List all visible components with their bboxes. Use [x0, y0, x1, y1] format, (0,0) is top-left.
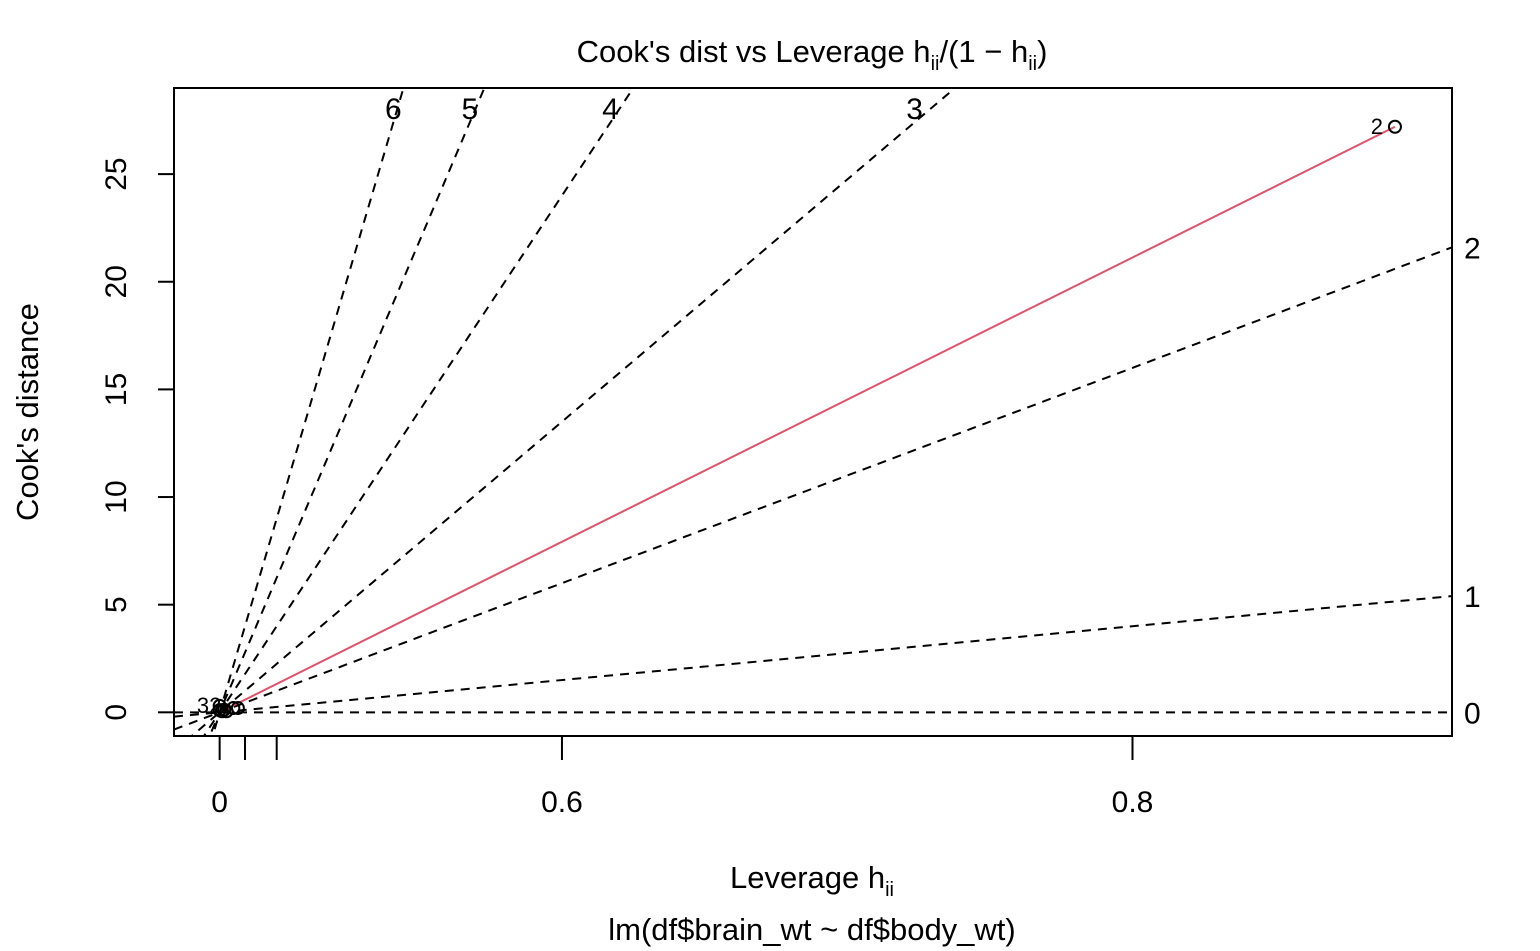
- y-tick-label-20: 20: [100, 265, 133, 298]
- contour-label-6: 6: [385, 93, 402, 126]
- data-point-6: [226, 701, 241, 716]
- chart-title: Cook's dist vs Leverage hii/(1 − hii): [577, 34, 1048, 75]
- data-points: [212, 119, 1402, 719]
- y-tick-label-0: 0: [100, 704, 133, 721]
- contour-labels: 0 1 2 3 4 5 6: [385, 93, 1481, 730]
- point-label-2: 2: [1371, 114, 1383, 139]
- contour-line-2: [174, 246, 1452, 731]
- y-tick-label-10: 10: [100, 480, 133, 513]
- contour-line-4: [202, 88, 635, 736]
- point-label-1: 32: [197, 693, 221, 718]
- y-axis: 0 5 10 15 20 25: [100, 157, 175, 721]
- x-axis: 0 0.6 0.8: [211, 736, 1153, 819]
- contour-label-2: 2: [1464, 232, 1481, 265]
- y-tick-label-5: 5: [100, 596, 133, 613]
- contour-label-1: 1: [1464, 581, 1481, 614]
- point-labels: 32 2: [197, 114, 1383, 718]
- cooks-contours: [174, 88, 1452, 736]
- x-tick-label-5: 0.8: [1112, 786, 1154, 819]
- contour-label-4: 4: [602, 93, 619, 126]
- smooth-line-group: [219, 125, 1396, 714]
- contour-label-5: 5: [461, 93, 478, 126]
- contour-line-1: [174, 595, 1452, 718]
- chart-caption: lm(df$brain_wt ~ df$body_wt): [608, 912, 1016, 947]
- data-point-7: [230, 701, 245, 716]
- y-axis-label: Cook's distance: [10, 303, 45, 521]
- contour-line-5: [208, 88, 486, 736]
- x-axis-label: Leverage hii: [730, 860, 894, 901]
- x-tick-label-4: 0.6: [541, 786, 583, 819]
- contour-label-3: 3: [906, 93, 923, 126]
- y-tick-label-15: 15: [100, 373, 133, 406]
- contour-line-6: [211, 88, 405, 736]
- data-point-8: [1387, 119, 1402, 134]
- smooth-line: [219, 125, 1396, 714]
- contour-line-3: [190, 88, 957, 736]
- contour-label-0: 0: [1464, 697, 1481, 730]
- y-tick-label-25: 25: [100, 157, 133, 190]
- x-tick-label-1: 0: [211, 786, 228, 819]
